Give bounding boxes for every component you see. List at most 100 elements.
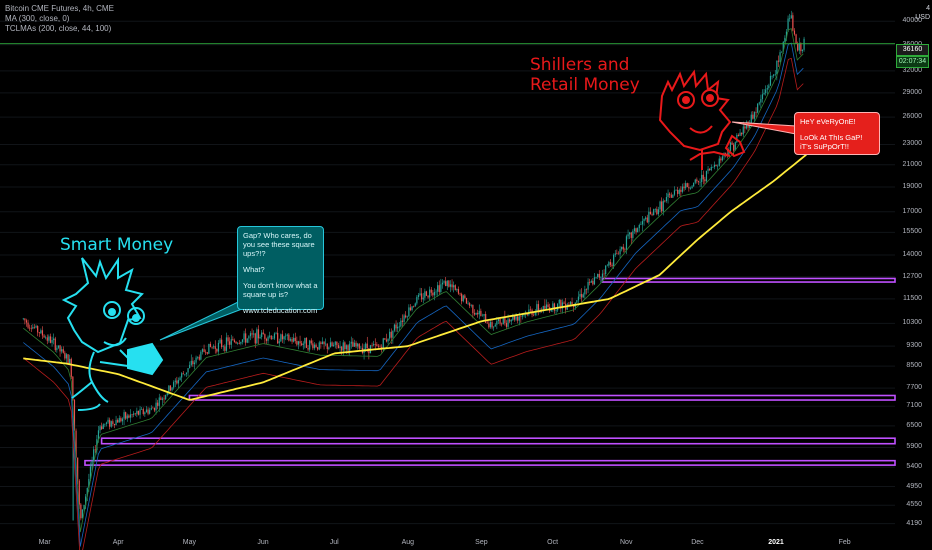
time-tick-label: Jul [329, 539, 339, 546]
candle-body [446, 280, 448, 287]
candle-body [461, 293, 463, 302]
candle-body [739, 132, 741, 136]
candle-body [309, 340, 311, 350]
candle-body [213, 346, 215, 348]
candle-body [117, 420, 119, 423]
candle-body [497, 318, 500, 322]
candle-body [795, 34, 797, 44]
candle-body [720, 158, 722, 161]
candle-body [217, 342, 220, 352]
candle-body [659, 201, 661, 210]
candle-body [101, 426, 103, 430]
candle-body [110, 421, 112, 427]
candle-body [89, 466, 92, 479]
candle-body [518, 316, 520, 321]
candle-body [168, 385, 170, 394]
price-tick-label: 15500 [902, 228, 922, 236]
candle-body [558, 299, 560, 304]
price-tick-label: 29000 [902, 88, 922, 96]
candle-body [256, 329, 258, 344]
candle-body [451, 284, 453, 288]
candle-body [267, 336, 269, 341]
candle-body [97, 430, 100, 440]
candle-body [661, 201, 663, 212]
candle-body [765, 89, 767, 93]
candle-body [494, 324, 496, 327]
time-tick-label: Dec [691, 539, 704, 546]
candle-body [240, 341, 242, 344]
candle-body [709, 168, 711, 171]
smart-money-callout: Gap? Who cares, do you see these square … [237, 226, 324, 315]
candle-body [411, 306, 413, 311]
candle-body [259, 336, 261, 339]
candle-body [488, 323, 490, 328]
candle-body [667, 193, 669, 198]
candle-body [715, 164, 717, 167]
candle-body [166, 393, 168, 395]
candle-body [270, 335, 272, 340]
candle-body [222, 346, 224, 348]
candle-body [435, 291, 437, 293]
candle-body [163, 398, 165, 400]
candle-body [472, 304, 474, 314]
price-tick-label: 26000 [902, 113, 922, 121]
candle-body [144, 412, 146, 415]
candle-body [32, 327, 34, 329]
candle-body [577, 296, 580, 301]
candle-body [81, 509, 84, 519]
candle-body [120, 418, 122, 422]
price-tick-label: 4190 [906, 519, 922, 527]
candle-body [675, 190, 677, 191]
candle-body [635, 228, 637, 233]
candle-body [387, 338, 389, 342]
candle-body [317, 347, 319, 350]
candle-body [69, 358, 71, 364]
candle-body [77, 457, 79, 481]
candle-body [273, 333, 276, 339]
candle-body [681, 186, 684, 192]
candle-body [438, 285, 440, 292]
candle-body [569, 301, 572, 305]
candle-body [613, 254, 615, 267]
time-tick-label: Apr [112, 539, 124, 546]
candle-body [611, 264, 613, 267]
candle-body [646, 217, 648, 223]
candle-body [109, 419, 111, 427]
price-tick-label: 5900 [906, 443, 922, 451]
candle-body [371, 345, 373, 346]
candle-body [305, 337, 308, 348]
callout-line: You don't know what a square up is? [243, 281, 318, 299]
candle-body [702, 174, 704, 180]
candle-body [113, 423, 116, 426]
candle-body [173, 382, 175, 388]
tclma-slow [23, 57, 804, 550]
legend-tclmas: TCLMAs (200, close, 44, 100) [5, 24, 112, 33]
shiller-character [658, 69, 746, 170]
candle-body [678, 189, 680, 194]
candle-body [630, 232, 632, 238]
candle-body [645, 217, 647, 219]
candle-body [621, 246, 623, 250]
candle-body [150, 407, 152, 410]
candle-body [59, 345, 61, 352]
candle-body [179, 377, 181, 381]
price-tick-label: 9300 [906, 342, 922, 350]
candle-body [261, 332, 263, 337]
time-tick-label: Nov [619, 539, 633, 546]
candle-body [214, 346, 216, 349]
candle-body [189, 364, 191, 369]
candle-body [677, 190, 679, 194]
candle-body [689, 188, 692, 189]
candle-body [776, 60, 778, 75]
candle-body [392, 330, 394, 338]
candle-body [710, 166, 712, 171]
candle-body [296, 340, 298, 345]
candle-body [96, 439, 98, 451]
legend-ma: MA (300, close, 0) [5, 14, 70, 23]
candle-body [37, 325, 39, 333]
candle-body [33, 327, 36, 328]
candle-body [353, 342, 356, 347]
time-tick-label: Mar [38, 539, 51, 546]
candle-body [550, 308, 552, 312]
